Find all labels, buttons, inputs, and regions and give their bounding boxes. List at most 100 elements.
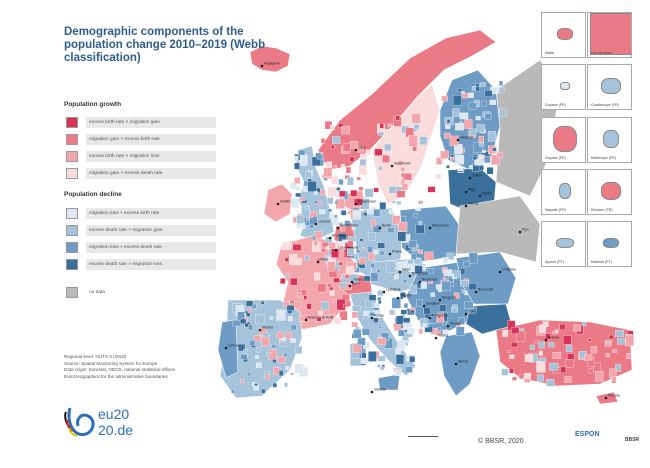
nuts-region bbox=[384, 143, 392, 151]
nuts-region bbox=[359, 257, 367, 265]
nuts-region bbox=[403, 303, 409, 309]
nuts-region bbox=[442, 320, 447, 326]
nuts-region bbox=[272, 359, 277, 363]
capital-dot bbox=[224, 346, 228, 350]
legend-label: excess death rate > migration loss bbox=[86, 259, 216, 270]
nuts-region bbox=[397, 231, 407, 242]
nuts-region bbox=[454, 155, 465, 165]
nuts-region bbox=[424, 326, 433, 333]
source-line: Source: Spatial Monitoring System for Eu… bbox=[64, 360, 158, 366]
nuts-region bbox=[369, 312, 375, 317]
nuts-region bbox=[481, 100, 487, 107]
nuts-region bbox=[452, 95, 462, 106]
nuts-region bbox=[266, 352, 271, 356]
nuts-region bbox=[468, 102, 477, 110]
nuts-region bbox=[626, 353, 632, 360]
nuts-region bbox=[454, 293, 460, 299]
region-sicily bbox=[377, 373, 401, 391]
nuts-region bbox=[461, 289, 466, 294]
inset-land bbox=[603, 238, 619, 248]
nuts-region bbox=[341, 210, 347, 216]
capital-dot bbox=[350, 280, 354, 284]
nuts-region bbox=[400, 181, 405, 185]
nuts-region bbox=[352, 210, 361, 220]
nuts-region bbox=[496, 152, 503, 158]
nuts-region bbox=[482, 150, 486, 153]
nuts-region bbox=[392, 200, 396, 204]
nuts-region bbox=[356, 249, 361, 254]
nuts-region bbox=[290, 372, 294, 376]
nuts-region bbox=[492, 147, 497, 152]
nuts-region bbox=[410, 309, 415, 314]
nuts-region bbox=[360, 358, 369, 365]
nuts-region bbox=[316, 317, 322, 322]
nuts-region bbox=[441, 95, 448, 102]
nuts-region bbox=[325, 161, 332, 168]
nuts-region bbox=[294, 162, 300, 170]
nuts-region bbox=[339, 310, 348, 321]
nuts-region bbox=[338, 123, 344, 128]
nuts-region bbox=[378, 300, 382, 304]
nuts-region bbox=[538, 350, 543, 356]
nuts-region bbox=[314, 272, 321, 281]
nuts-region bbox=[319, 189, 326, 196]
nuts-region bbox=[368, 351, 377, 362]
nuts-region bbox=[446, 252, 455, 261]
place-label: Vaduz bbox=[354, 278, 364, 282]
source-note: Regional level: NUTS 3 (2016) Source: Sp… bbox=[64, 354, 254, 380]
nuts-region bbox=[346, 176, 354, 186]
nuts-region bbox=[519, 374, 524, 380]
nuts-region bbox=[595, 371, 604, 382]
nuts-region bbox=[397, 160, 403, 166]
legend-label: migration gain > excess death rate bbox=[86, 168, 216, 179]
place-label: Sofia bbox=[468, 310, 476, 314]
place-label: Dublin bbox=[280, 200, 290, 204]
nuts-region bbox=[509, 354, 515, 359]
nuts-region bbox=[376, 269, 381, 274]
nuts-region bbox=[413, 124, 420, 130]
inset-label: Liechtenstein bbox=[591, 51, 613, 55]
place-label: Amsterdam bbox=[340, 224, 358, 228]
nuts-region bbox=[498, 87, 505, 93]
inset-land bbox=[553, 126, 577, 152]
nuts-region bbox=[260, 301, 265, 305]
place-label: Zagreb bbox=[400, 294, 411, 298]
nuts-region bbox=[329, 290, 335, 296]
nuts-region bbox=[502, 329, 509, 337]
nuts-region bbox=[285, 273, 290, 277]
inset-label: Mayotte (FR) bbox=[545, 208, 566, 212]
region-greece bbox=[439, 331, 481, 397]
inset-land bbox=[559, 183, 571, 199]
capital-dot bbox=[518, 230, 522, 234]
place-label: Helsinki bbox=[460, 136, 473, 140]
nuts-region bbox=[469, 165, 473, 170]
inset-label: Guyane (FR) bbox=[545, 156, 566, 160]
nuts-region bbox=[453, 270, 462, 278]
nuts-region bbox=[457, 88, 462, 93]
nuts-region bbox=[542, 321, 549, 327]
inset-map: Guadeloupe (FR) bbox=[587, 64, 632, 110]
nuts-region bbox=[415, 224, 425, 234]
nuts-region bbox=[460, 280, 469, 287]
capital-dot bbox=[604, 396, 608, 400]
nuts-region bbox=[330, 248, 339, 258]
nuts-region bbox=[374, 303, 381, 309]
nuts-region bbox=[378, 325, 382, 329]
capital-dot bbox=[260, 64, 264, 68]
nuts-region bbox=[295, 186, 300, 191]
place-label: København bbox=[358, 200, 376, 204]
place-label: Nicosia bbox=[608, 394, 620, 398]
nuts-region bbox=[396, 315, 404, 325]
nuts-region bbox=[552, 331, 557, 335]
nuts-region bbox=[363, 212, 368, 217]
nuts-region bbox=[380, 366, 385, 371]
nuts-region bbox=[305, 205, 310, 210]
nuts-region bbox=[389, 309, 395, 315]
logo-text-line1: eu20 bbox=[98, 406, 130, 422]
nuts-region bbox=[468, 92, 474, 98]
nuts-region bbox=[387, 123, 392, 128]
place-label: Minsk bbox=[482, 192, 492, 196]
nuts-region bbox=[309, 224, 314, 229]
nuts-region bbox=[320, 138, 326, 144]
nuts-region bbox=[445, 124, 451, 129]
